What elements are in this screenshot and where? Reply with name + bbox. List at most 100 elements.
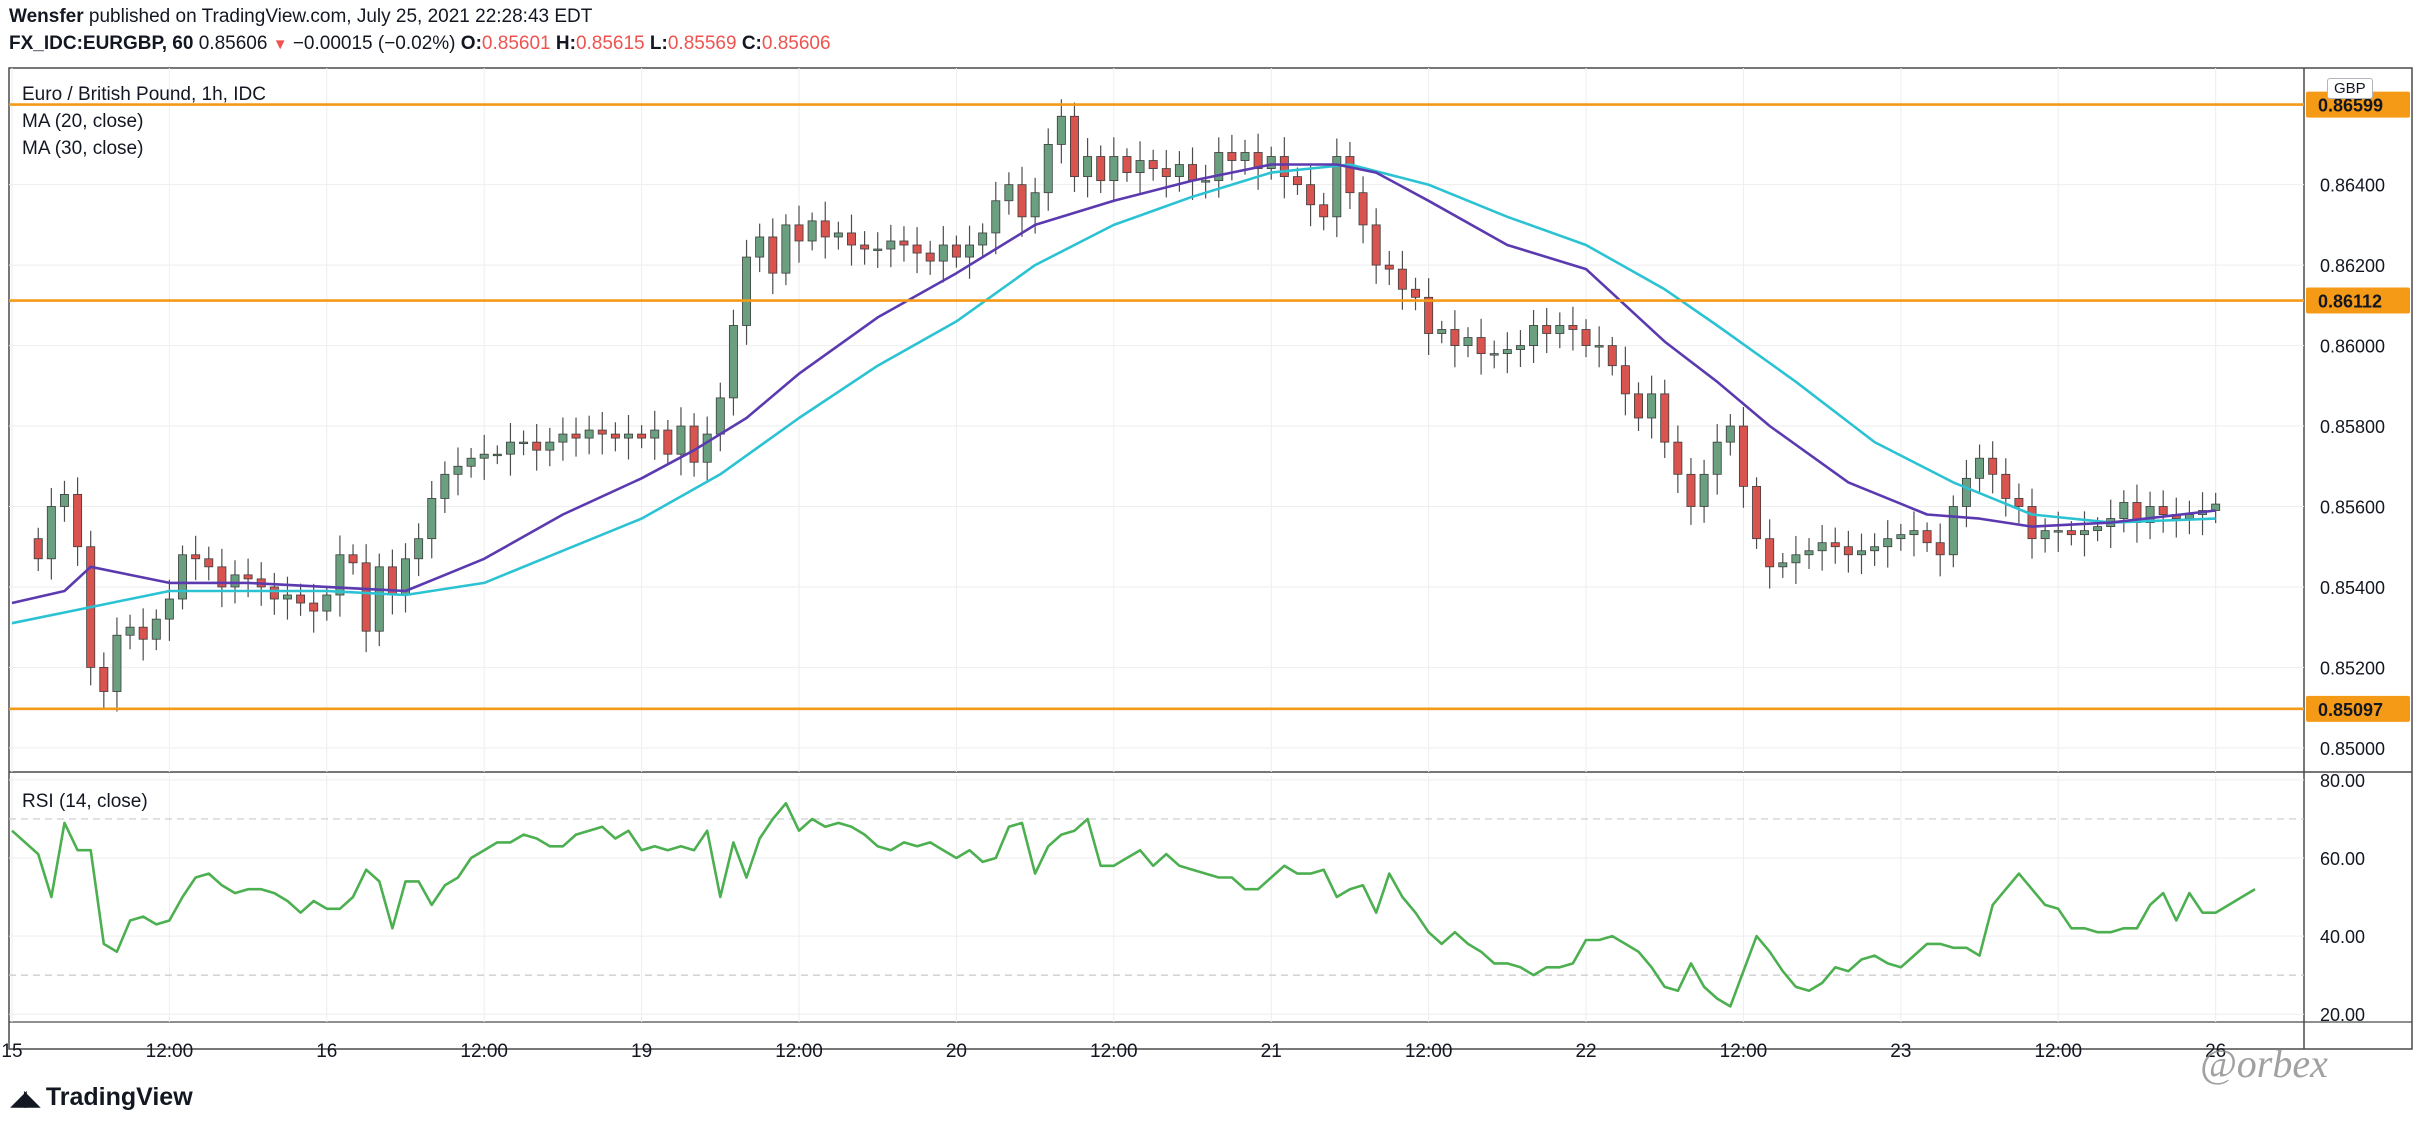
- x-tick-label: 19: [631, 1041, 652, 1062]
- candle-up: [440, 473, 450, 499]
- candle-down: [296, 594, 306, 604]
- candle-down: [1358, 192, 1368, 226]
- candle-down: [1279, 156, 1289, 178]
- candle-down: [2066, 530, 2076, 536]
- candle-up: [624, 433, 633, 439]
- candle-down: [571, 433, 581, 439]
- candle-up: [1804, 550, 1814, 556]
- candle-up: [728, 325, 738, 399]
- candle-up: [1555, 325, 1565, 334]
- candle-up: [60, 494, 69, 507]
- y-tick-label: 0.86200: [2320, 256, 2385, 276]
- level-price-badge: [2306, 695, 2410, 722]
- candle-up: [519, 441, 529, 445]
- candle-down: [1922, 530, 1932, 544]
- rsi-tick-label: 40.00: [2320, 927, 2365, 947]
- candle-down: [1070, 115, 1079, 178]
- candle-down: [1424, 296, 1434, 334]
- candle-down: [951, 244, 961, 258]
- candle-up: [1240, 152, 1250, 161]
- candle-up: [584, 429, 594, 439]
- candle-down: [2027, 506, 2037, 540]
- candle-down: [1384, 264, 1394, 270]
- tradingview-brand[interactable]: ◢◣ TradingView: [10, 1083, 193, 1112]
- candle-up: [1056, 115, 1066, 145]
- candle-up: [1266, 156, 1276, 169]
- y-tick-label: 0.85600: [2320, 497, 2385, 517]
- candle-down: [1935, 542, 1945, 556]
- candle-up: [374, 566, 384, 632]
- candle-down: [1830, 542, 1840, 548]
- candle-up: [1529, 325, 1539, 346]
- candle-up: [1712, 441, 1722, 475]
- published-line: Wensfer published on TradingView.com, Ju…: [9, 6, 592, 28]
- candle-down: [1542, 325, 1552, 334]
- candle-down: [138, 626, 148, 640]
- candle-up: [1975, 457, 1985, 479]
- candle-up: [1174, 164, 1184, 178]
- candle-up: [1109, 156, 1119, 182]
- candle-up: [742, 256, 752, 326]
- candle-up: [2145, 506, 2155, 523]
- candle-up: [650, 429, 660, 439]
- main-legend-entry: Euro / British Pound, 1h, IDC: [22, 84, 266, 105]
- candle-down: [820, 220, 830, 238]
- x-tick-label: 15: [1, 1041, 22, 1062]
- candle-down: [1292, 176, 1302, 186]
- ma30-line: [11, 163, 2216, 625]
- candle-up: [2040, 530, 2050, 540]
- candle-down: [637, 433, 647, 439]
- candle-up: [558, 433, 568, 443]
- candle-down: [1096, 156, 1106, 182]
- candle-up: [938, 244, 948, 262]
- candle-up: [1030, 192, 1040, 218]
- candle-down: [204, 558, 214, 568]
- published-text: published on TradingView.com, July 25, 2…: [88, 6, 593, 27]
- y-tick-label: 0.85800: [2320, 417, 2385, 437]
- candle-down: [1620, 365, 1630, 395]
- candle-up: [427, 498, 437, 540]
- candle-up: [2053, 530, 2063, 533]
- publisher-name[interactable]: Wensfer: [9, 6, 84, 27]
- rsi-legend: RSI (14, close): [22, 791, 148, 812]
- candle-up: [1463, 337, 1473, 346]
- y-tick-label: 0.85400: [2320, 578, 2385, 598]
- candle-down: [1673, 441, 1683, 475]
- candle-down: [2158, 506, 2168, 515]
- candle-down: [663, 429, 673, 455]
- candle-down: [860, 244, 870, 250]
- open-label: O:: [460, 33, 482, 54]
- low-value: 0.85569: [667, 33, 737, 54]
- ohlc-line: FX_IDC:EURGBP, 60 0.85606 ▼ −0.00015 (−0…: [9, 33, 831, 55]
- candle-up: [1817, 542, 1827, 552]
- candle-down: [33, 538, 43, 560]
- candle-up: [1961, 477, 1971, 507]
- candle-down: [1371, 224, 1381, 266]
- level-price-label: 0.85097: [2318, 700, 2383, 720]
- candle-down: [269, 586, 279, 600]
- candle-up: [1135, 160, 1145, 173]
- x-tick-label: 12:00: [2034, 1041, 2082, 1062]
- candle-up: [1896, 534, 1906, 540]
- brand-label: TradingView: [45, 1083, 193, 1111]
- x-tick-label: 12:00: [1405, 1041, 1453, 1062]
- candle-down: [73, 494, 83, 548]
- candle-up: [1791, 554, 1801, 564]
- candle-down: [309, 602, 319, 612]
- candle-up: [2119, 502, 2129, 519]
- candle-up: [1004, 184, 1014, 202]
- currency-badge[interactable]: GBP: [2327, 78, 2373, 99]
- candle-down: [1122, 156, 1132, 173]
- level-price-badge: [2306, 287, 2410, 314]
- chart-frame: [8, 67, 2413, 1050]
- ma20-line: [11, 163, 2216, 605]
- candle-down: [1306, 184, 1316, 206]
- candle-down: [1450, 329, 1460, 346]
- candle-up: [335, 554, 345, 596]
- candle-up: [991, 200, 1001, 234]
- y-tick-label: 0.85200: [2320, 658, 2385, 678]
- down-triangle-icon: ▼: [272, 36, 288, 53]
- candle-down: [1660, 393, 1670, 443]
- candle-down: [2014, 498, 2024, 507]
